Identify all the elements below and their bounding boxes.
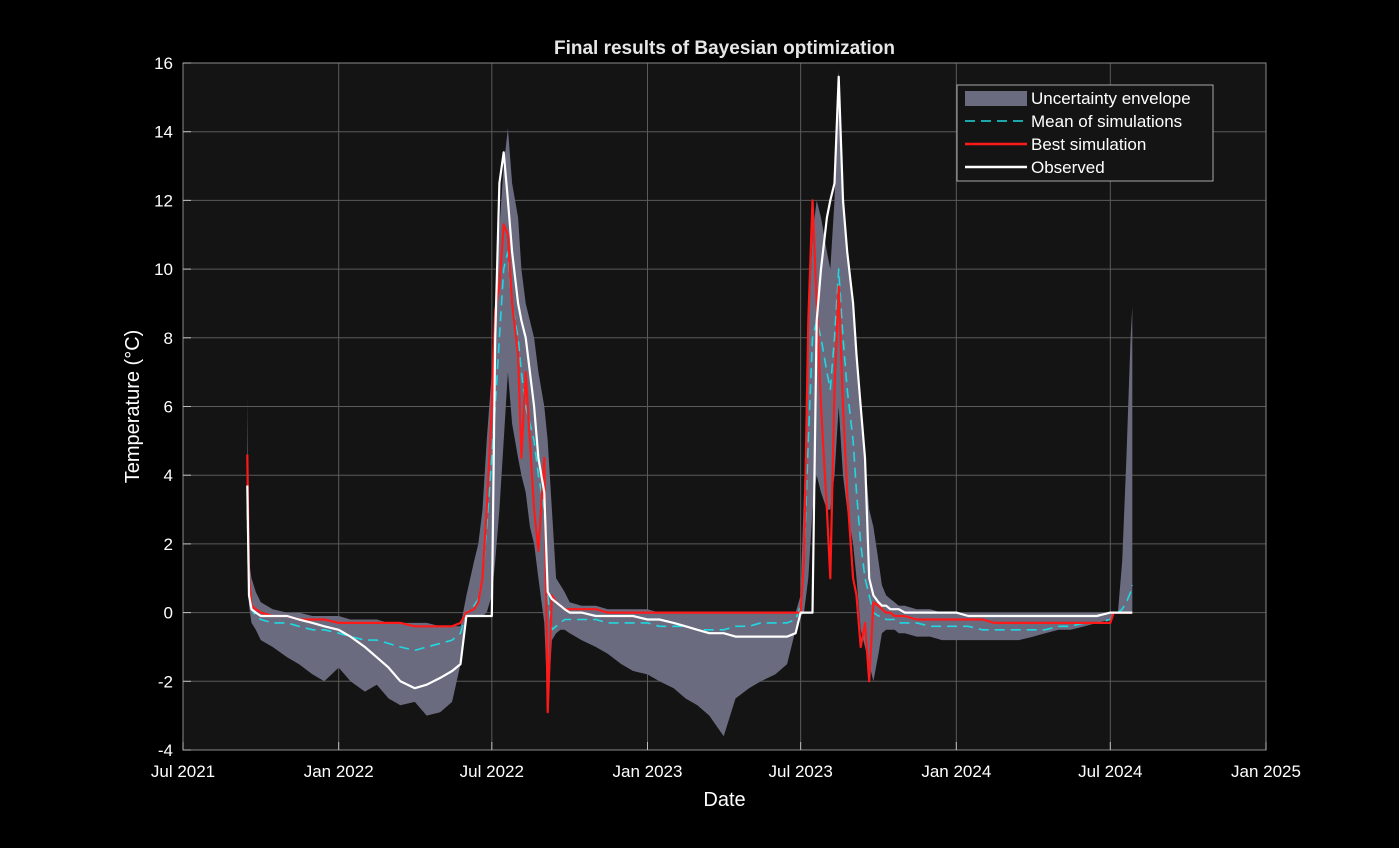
y-tick-label: 0 xyxy=(164,604,173,623)
y-tick-label: -2 xyxy=(158,672,173,691)
x-tick-label: Jan 2023 xyxy=(613,762,683,781)
x-tick-label: Jul 2021 xyxy=(151,762,215,781)
axis-ticks: Jul 2021 Jan 2022 Jul 2022 Jan 2023 Jul 2023… xyxy=(151,54,1301,781)
x-axis-title: Date xyxy=(703,789,745,811)
y-tick-label: 12 xyxy=(154,191,173,210)
x-tick-label: Jan 2025 xyxy=(1231,762,1301,781)
best-simulation-line xyxy=(246,199,1133,714)
legend: Uncertainty envelope Mean of simulations B… xyxy=(956,84,1214,182)
legend-item-best-simulation-label: Best simulation xyxy=(1031,135,1146,154)
mean-of-simulations-line xyxy=(246,251,1134,652)
legend-item-observed-label: Observed xyxy=(1031,158,1105,177)
observed-line xyxy=(246,75,1133,690)
x-tick-label: Jan 2022 xyxy=(304,762,374,781)
chart-title: Final results of Bayesian optimization xyxy=(554,38,895,59)
legend-item-mean-of-simulations-label: Mean of simulations xyxy=(1031,112,1182,131)
y-tick-label: -4 xyxy=(158,741,173,760)
y-tick-label: 4 xyxy=(164,466,173,485)
y-tick-label: 2 xyxy=(164,535,173,554)
y-tick-label: 8 xyxy=(164,329,173,348)
y-tick-label: 10 xyxy=(154,260,173,279)
legend-item-uncertainty-envelope-swatch xyxy=(965,91,1027,106)
plot-area xyxy=(246,69,1134,737)
uncertainty-envelope-area xyxy=(247,69,1133,737)
x-tick-label: Jul 2022 xyxy=(460,762,524,781)
y-axis-title: Temperature (°C) xyxy=(122,330,144,484)
y-tick-label: 6 xyxy=(164,398,173,417)
x-tick-label: Jul 2023 xyxy=(769,762,833,781)
y-tick-label: 16 xyxy=(154,54,173,73)
y-tick-label: 14 xyxy=(154,123,173,142)
legend-item-uncertainty-envelope-label: Uncertainty envelope xyxy=(1031,89,1191,108)
x-tick-label: Jan 2024 xyxy=(921,762,991,781)
x-tick-label: Jul 2024 xyxy=(1078,762,1142,781)
